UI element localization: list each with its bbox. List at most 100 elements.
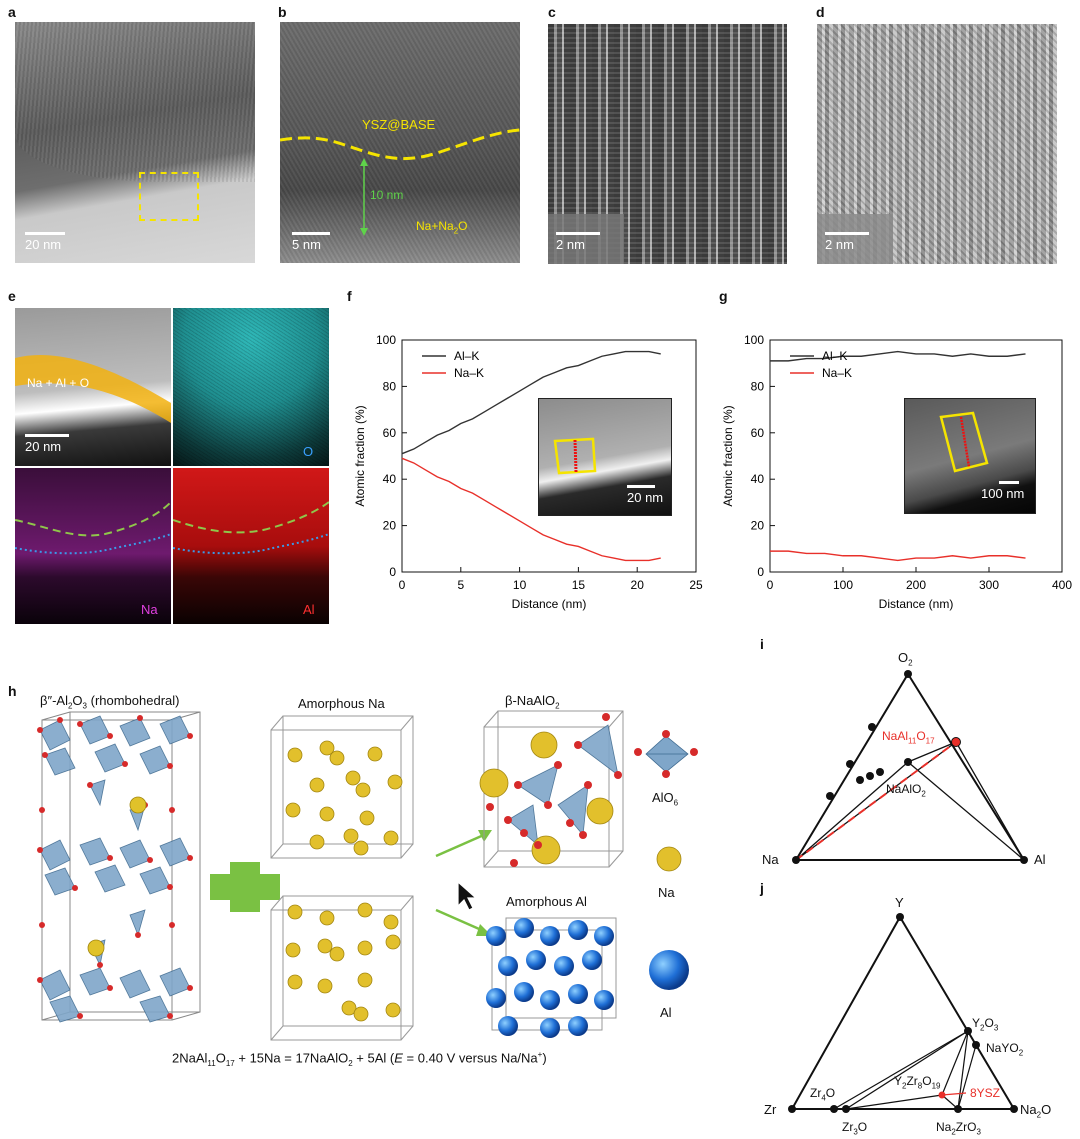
ternary-diagram-j [788, 913, 1018, 1113]
reaction-equation: 2NaAl11O17 + 15Na = 17NaAlO2 + 5Al (E = … [172, 1050, 547, 1068]
y-tick-label: 80 [383, 379, 397, 393]
beta-naalo2-structure [479, 710, 624, 868]
legend-na-label: Na [658, 885, 675, 900]
micrograph-d: 2 nm [817, 24, 1057, 264]
legend-al-label: Al [660, 1005, 672, 1020]
panel-label-d: d [816, 4, 825, 20]
naalo2-label: NaAlO2 [886, 782, 926, 799]
panel-label-c: c [548, 4, 556, 20]
beta-naalo2-title: β-NaAlO2 [505, 693, 560, 711]
panel-label-e: e [8, 288, 16, 304]
map-al: Al [173, 468, 329, 624]
legend-na-icon [656, 846, 682, 872]
x-tick-label: 0 [767, 578, 774, 592]
y-tick-label: 20 [751, 519, 765, 533]
panel-label-i: i [760, 636, 764, 652]
x-tick-label: 10 [513, 578, 527, 592]
panel-label-g: g [719, 288, 728, 304]
y-tick-label: 20 [383, 519, 397, 533]
micrograph-b: YSZ@BASE 10 nm Na+Na2O 5 nm [280, 22, 520, 263]
zoom-region-box [139, 172, 199, 221]
x-tick-label: 15 [572, 578, 586, 592]
legend-alo6-label: AlO6 [652, 790, 679, 808]
x-tick-label: 0 [399, 578, 406, 592]
y-axis-label: Atomic fraction (%) [721, 405, 735, 506]
legend-al-icon [649, 950, 689, 990]
vertex-y: Y [895, 895, 904, 910]
layer-label-ysz: YSZ@BASE [362, 117, 436, 132]
scale-bar-c: 2 nm [556, 232, 600, 252]
scale-bar-d: 2 nm [825, 232, 869, 252]
map-al-label: Al [303, 602, 315, 617]
amorphous-na-cell-top [270, 715, 414, 859]
mouse-cursor [457, 880, 478, 911]
amorphous-al-title: Amorphous Al [506, 894, 587, 909]
scale-bar-e: 20 nm [25, 434, 69, 454]
x-tick-label: 25 [689, 578, 703, 592]
y-tick-label: 100 [744, 333, 764, 347]
beta-alumina-title: β″-Al2O3 (rhombohedral) [40, 693, 180, 711]
x-tick-label: 100 [833, 578, 853, 592]
haadf-image: Na + Al + O 20 nm [15, 308, 171, 466]
x-axis-label: Distance (nm) [879, 597, 954, 611]
plot-frame [401, 339, 697, 573]
y-tick-label: 100 [376, 333, 396, 347]
x-tick-label: 20 [631, 578, 645, 592]
reaction-arrows [435, 830, 492, 936]
inset-g: 100 nm [904, 398, 1036, 514]
panel-label-a: a [8, 4, 16, 20]
vertex-al: Al [1034, 852, 1046, 867]
series-line-na-k [770, 550, 1026, 562]
vertex-zr: Zr [764, 1102, 777, 1117]
inset-f: 20 nm [538, 398, 672, 516]
series-line-al-k [401, 350, 661, 455]
y-tick-label: 0 [757, 565, 764, 579]
series-line-al-k [770, 350, 1026, 362]
legend-alo6-icon [634, 730, 698, 778]
y2zr8o19-label: Y2Zr8O19 [894, 1074, 941, 1091]
zr4o-label: Zr4O [810, 1086, 836, 1103]
panel-label-b: b [278, 4, 287, 20]
map-o-label: O [303, 444, 314, 459]
y-tick-label: 60 [751, 426, 765, 440]
x-tick-label: 300 [979, 578, 999, 592]
chart-g: 0 100 200 300 400 0 20 40 60 80 100 Distance (nm) At… [721, 333, 1072, 611]
map-na-label: Na [141, 602, 158, 617]
amorphous-na-title: Amorphous Na [298, 696, 385, 711]
vertex-na2o: Na2O [1020, 1102, 1052, 1120]
panel-label-f: f [347, 288, 352, 304]
legend-label: Al–K [822, 349, 847, 363]
y2o3-label: Y2O3 [972, 1016, 999, 1033]
beta-alumina-structure [37, 711, 201, 1023]
ternary-diagram-i [792, 670, 1028, 864]
x-tick-label: 400 [1052, 578, 1072, 592]
amorphous-al-structure [486, 917, 617, 1038]
x-tick-label: 5 [457, 578, 464, 592]
x-axis-label: Distance (nm) [512, 597, 587, 611]
vertex-o2: O2 [898, 650, 913, 668]
8ysz-label: 8YSZ [970, 1086, 1001, 1100]
thickness-label: 10 nm [370, 188, 404, 202]
x-tick-label: 200 [906, 578, 926, 592]
vertex-na: Na [762, 852, 779, 867]
y-tick-label: 60 [383, 426, 397, 440]
map-na: Na [15, 468, 171, 624]
y-tick-label: 80 [751, 379, 765, 393]
scale-bar-a: 20 nm [25, 232, 65, 252]
amorphous-na-cell-bottom [270, 895, 414, 1041]
inset-scale-f: 20 nm [627, 485, 663, 505]
plus-sign-horizontal [210, 874, 280, 900]
micrograph-c: 2 nm [548, 24, 787, 264]
panel-label-h: h [8, 683, 17, 699]
layer-label-na: Na+Na2O [416, 219, 468, 236]
legend-label: Na–K [822, 366, 852, 380]
map-o: O [173, 308, 329, 466]
series-line-na-k [401, 457, 661, 562]
naal11o17-label: NaAl11O17 [882, 729, 935, 746]
legend-label: Na–K [454, 366, 484, 380]
inset-scale-g: 100 nm [981, 481, 1024, 501]
scale-bar-b: 5 nm [292, 232, 330, 252]
y-axis-label: Atomic fraction (%) [353, 405, 367, 506]
legend-label: Al–K [454, 349, 479, 363]
na2zro3-label: Na2ZrO3 [936, 1120, 981, 1137]
